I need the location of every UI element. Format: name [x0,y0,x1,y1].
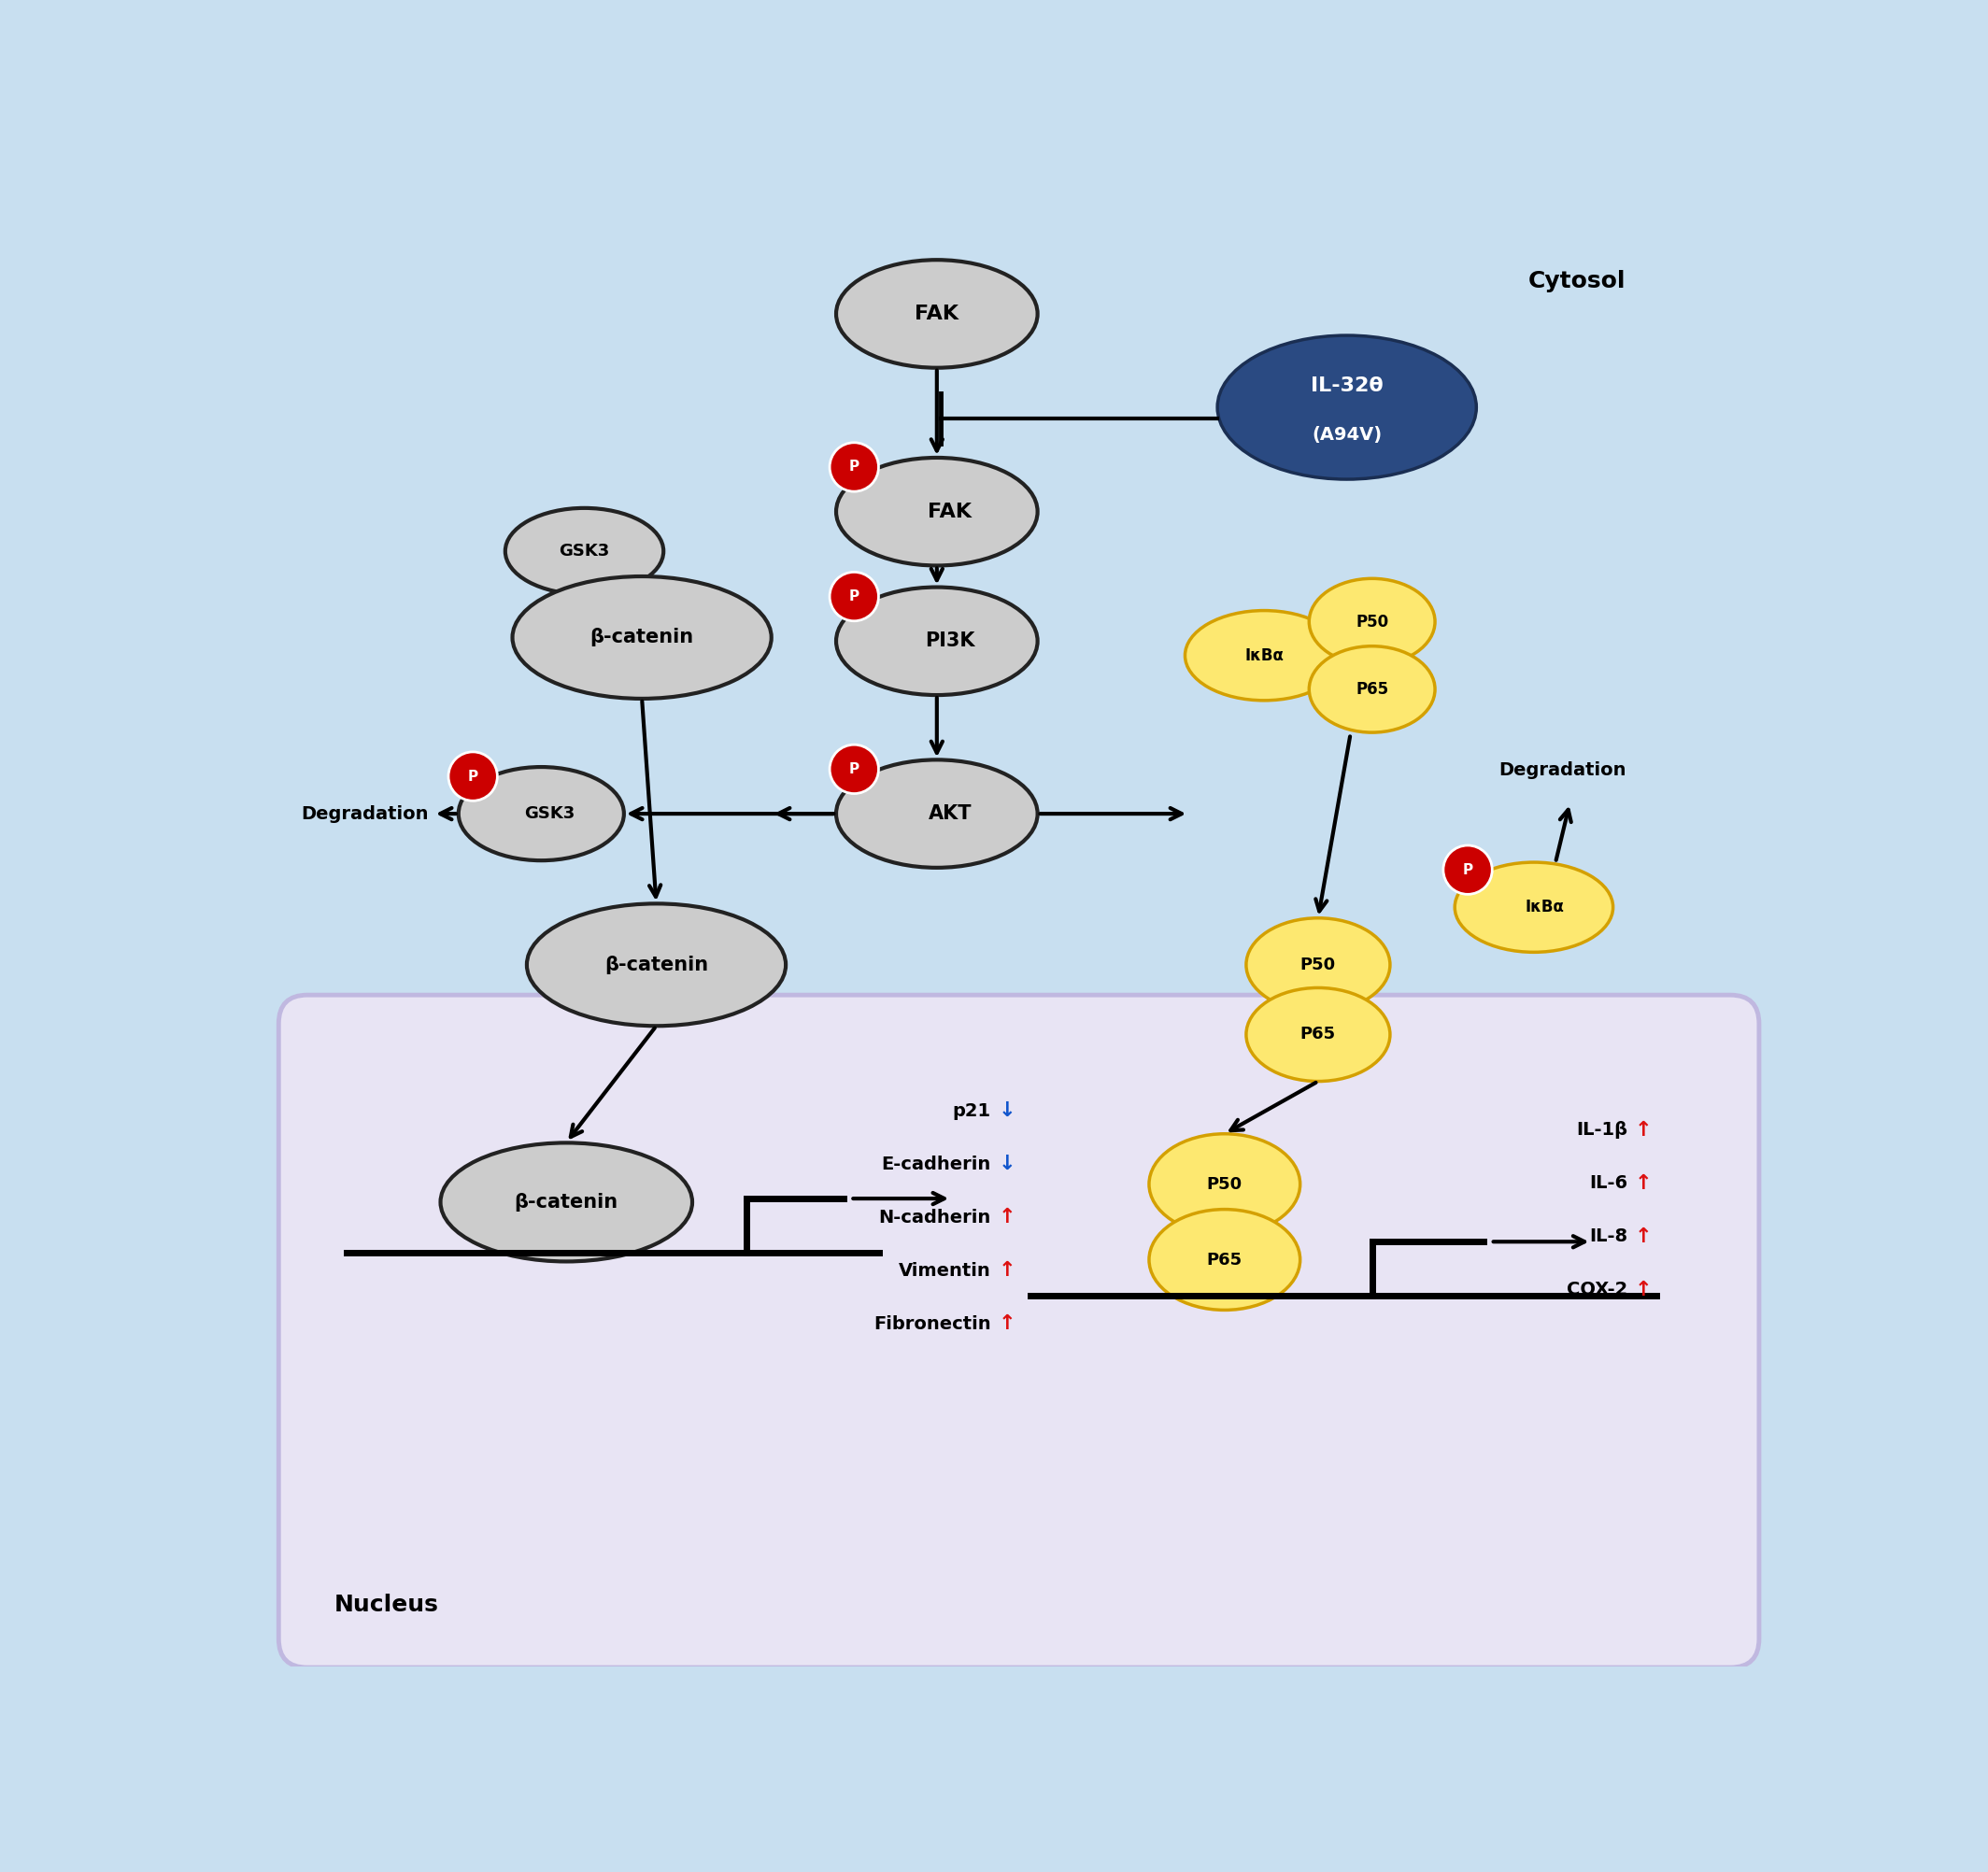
Text: β-catenin: β-catenin [515,1192,618,1211]
Text: P50: P50 [1356,614,1388,631]
Text: IL-32θ: IL-32θ [1310,376,1384,395]
Text: ↑: ↑ [998,1207,1016,1226]
Text: E-cadherin: E-cadherin [881,1155,990,1174]
Text: P65: P65 [1300,1026,1336,1043]
Text: ↑: ↑ [1634,1228,1652,1247]
Text: ↑: ↑ [1634,1174,1652,1192]
Text: p21: p21 [952,1103,990,1119]
Ellipse shape [1310,578,1435,665]
Text: FAK: FAK [928,502,972,520]
Text: ↓: ↓ [998,1155,1016,1174]
Text: IκBα: IκBα [1244,648,1284,665]
Ellipse shape [837,760,1038,869]
Ellipse shape [1149,1134,1300,1234]
Text: Degradation: Degradation [302,805,429,822]
Text: IL-8: IL-8 [1588,1228,1628,1245]
Text: β-catenin: β-catenin [604,955,708,973]
Ellipse shape [1149,1209,1300,1310]
FancyBboxPatch shape [231,198,1807,1692]
Ellipse shape [459,768,624,861]
Text: P: P [467,769,477,782]
Text: P50: P50 [1207,1176,1242,1192]
Text: AKT: AKT [928,805,972,824]
Ellipse shape [513,577,771,698]
Text: Degradation: Degradation [1499,762,1626,779]
Circle shape [829,573,879,622]
Text: IL-6: IL-6 [1588,1174,1628,1192]
Text: Vimentin: Vimentin [899,1262,990,1279]
Ellipse shape [837,588,1038,695]
Text: N-cadherin: N-cadherin [879,1207,990,1226]
Text: P: P [849,762,859,777]
Ellipse shape [505,507,664,593]
Text: (A94V): (A94V) [1312,425,1382,444]
Text: Nucleus: Nucleus [334,1593,439,1616]
Ellipse shape [1185,610,1344,700]
Text: ↑: ↑ [1634,1121,1652,1140]
Text: ↑: ↑ [1634,1280,1652,1299]
Ellipse shape [441,1142,692,1262]
Circle shape [829,442,879,492]
Text: ↑: ↑ [998,1262,1016,1280]
Ellipse shape [1310,646,1435,732]
Text: ↑: ↑ [998,1314,1016,1333]
Text: Cytosol: Cytosol [1529,270,1626,292]
Text: P: P [1463,863,1473,876]
Text: COX-2: COX-2 [1567,1280,1628,1299]
Ellipse shape [1246,917,1390,1011]
Ellipse shape [837,457,1038,565]
Circle shape [829,745,879,794]
FancyBboxPatch shape [278,996,1759,1668]
Ellipse shape [1217,335,1477,479]
Text: ↓: ↓ [998,1101,1016,1119]
Ellipse shape [837,260,1038,367]
Text: PI3K: PI3K [924,631,974,650]
Text: P65: P65 [1356,681,1388,698]
Ellipse shape [1455,863,1612,953]
Ellipse shape [527,904,785,1026]
Text: P: P [849,461,859,474]
Circle shape [1443,846,1493,895]
Text: GSK3: GSK3 [559,543,610,560]
Ellipse shape [1246,988,1390,1082]
Text: IκBα: IκBα [1525,899,1565,915]
Text: IL-1β: IL-1β [1576,1121,1628,1138]
Text: FAK: FAK [914,305,958,324]
Text: Fibronectin: Fibronectin [873,1314,990,1333]
Text: GSK3: GSK3 [525,805,575,822]
Text: P: P [849,590,859,603]
Text: β-catenin: β-catenin [590,629,694,648]
Text: P65: P65 [1207,1250,1242,1267]
Text: P50: P50 [1300,957,1336,973]
Circle shape [449,753,497,801]
